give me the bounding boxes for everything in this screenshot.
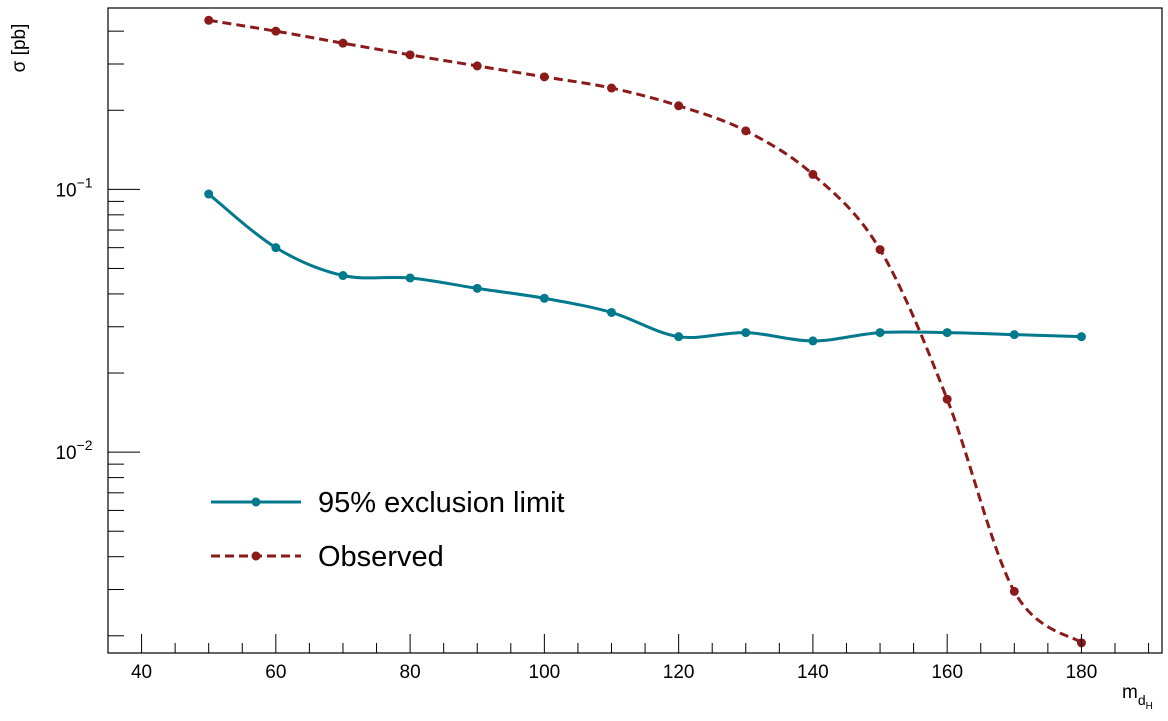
x-axis-title: mdH — [1122, 682, 1153, 712]
data-point — [472, 283, 482, 293]
legend-label-0: 95% exclusion limit — [318, 487, 565, 519]
data-point — [539, 293, 549, 303]
data-point — [405, 50, 415, 60]
legend-label-1: Observed — [318, 541, 444, 573]
x-tick-label: 140 — [797, 662, 829, 683]
data-point — [1009, 330, 1019, 340]
data-point — [875, 328, 885, 338]
data-point — [204, 189, 214, 199]
x-tick-label: 40 — [131, 662, 152, 683]
legend-marker-1 — [251, 551, 261, 561]
data-point — [942, 394, 952, 404]
x-tick-label: 60 — [265, 662, 286, 683]
data-point — [741, 328, 751, 338]
x-axis-title-subsub: H — [1146, 701, 1153, 712]
legend-marker-0 — [251, 497, 261, 507]
x-tick-label: 180 — [1066, 662, 1098, 683]
data-point — [741, 126, 751, 136]
x-tick-label: 80 — [400, 662, 421, 683]
data-point — [271, 26, 281, 36]
data-point — [539, 72, 549, 82]
x-tick-label: 160 — [931, 662, 963, 683]
data-point — [674, 332, 684, 342]
data-point — [808, 336, 818, 346]
data-point — [204, 15, 214, 25]
y-tick-label: 10−2 — [55, 437, 92, 464]
series-line-0 — [207, 192, 1082, 343]
data-point — [607, 307, 617, 317]
y-axis-title: σ [pb] — [9, 24, 30, 73]
data-point — [875, 245, 885, 255]
x-tick-label: 100 — [529, 662, 561, 683]
data-point — [942, 328, 952, 338]
data-point — [338, 271, 348, 281]
x-tick-label: 120 — [663, 662, 695, 683]
data-point — [405, 273, 415, 283]
data-point — [472, 61, 482, 71]
y-tick-base: 10 — [55, 443, 76, 464]
y-tick-label: 10−1 — [55, 174, 92, 201]
data-point — [271, 243, 281, 253]
data-point — [674, 101, 684, 111]
x-axis-title-main: m — [1122, 682, 1138, 703]
x-axis-title-sub: d — [1138, 692, 1146, 708]
legend: 95% exclusion limit Observed — [211, 487, 565, 573]
data-point — [1009, 586, 1019, 596]
y-tick-exponent: −1 — [77, 174, 93, 190]
data-point — [1076, 332, 1086, 342]
data-point — [338, 38, 348, 48]
y-tick-base: 10 — [55, 180, 76, 201]
y-tick-exponent: −2 — [77, 437, 93, 453]
data-point — [808, 169, 818, 179]
plot-frame — [107, 7, 1163, 654]
data-point — [607, 83, 617, 93]
